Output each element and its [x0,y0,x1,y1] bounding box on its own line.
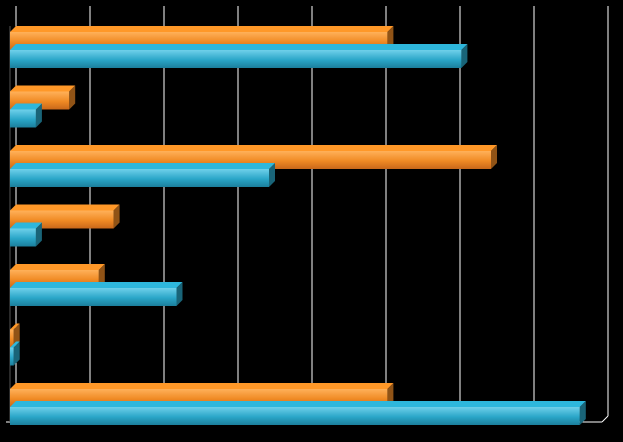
bar-top-face [10,323,20,330]
bar-end-face [113,204,120,229]
bar-front-face [10,228,36,247]
bar-top-face [10,103,42,110]
bar-front-face [10,329,14,348]
bar-top-face [10,264,105,270]
floor-tick [601,415,609,423]
bar [10,103,42,128]
bar-end-face [35,103,42,128]
bar-top-face [10,383,394,389]
bar-front-face [10,347,14,366]
bar-front-face [10,109,36,128]
bar-end-face [13,341,20,366]
bar-end-face [35,222,42,247]
bar-front-face [10,288,177,306]
bar-top-face [10,44,468,50]
bar-top-face [10,204,120,211]
bar-top-face [10,26,394,32]
bars-layer [10,26,586,425]
bar [10,341,20,366]
bar-front-face [10,50,462,68]
bar [10,222,42,247]
bar-end-face [176,282,183,306]
bar-end-face [69,85,76,110]
bar-front-face [10,407,580,425]
bar-top-face [10,85,76,92]
bar [10,401,586,425]
bar-top-face [10,282,183,288]
bar-top-face [10,163,275,169]
bar-end-face [461,44,468,68]
bar [10,163,275,187]
bar [10,145,497,169]
bar-end-face [491,145,497,169]
bar-top-face [10,222,42,229]
bar-top-face [10,401,586,407]
bar-top-face [10,145,497,151]
bar-front-face [10,169,269,187]
bar-end-face [269,163,275,187]
bar [10,44,468,68]
bar-top-face [10,341,20,348]
bar-end-face [579,401,586,425]
bar [10,282,183,306]
